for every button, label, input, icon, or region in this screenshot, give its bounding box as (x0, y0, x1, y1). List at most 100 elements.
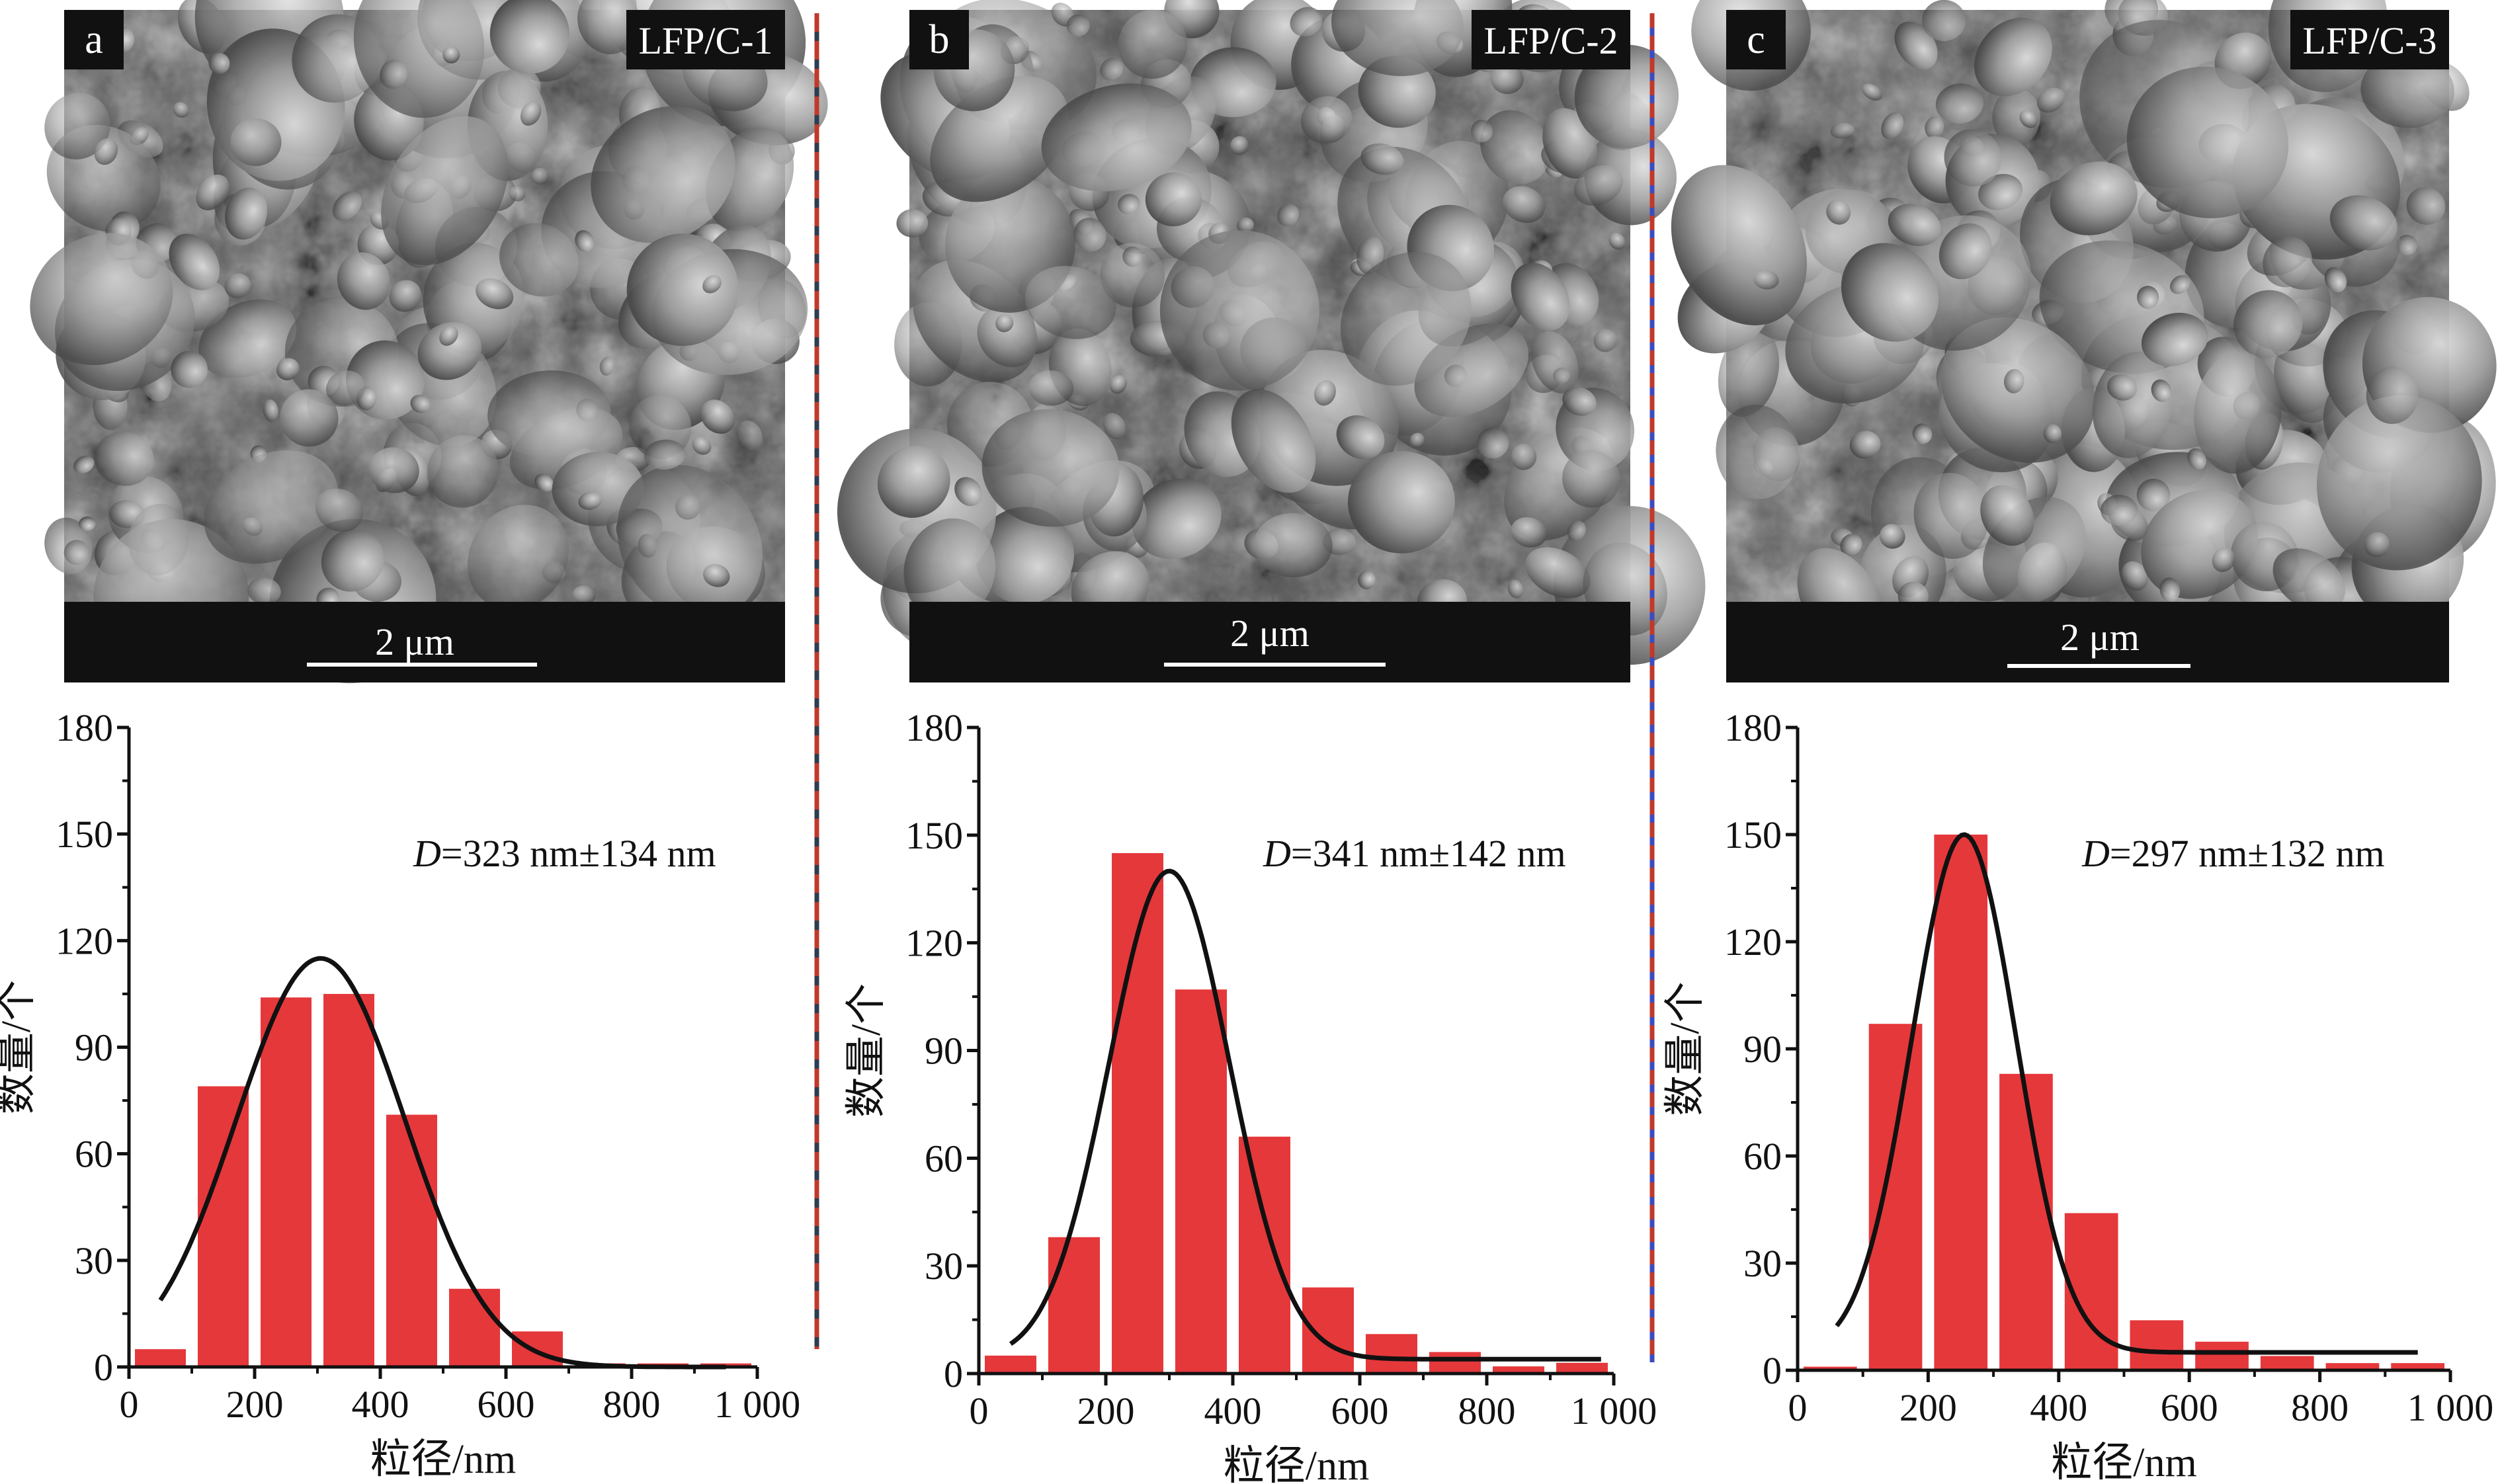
particle (224, 273, 251, 299)
panel-letter: c (1747, 17, 1765, 62)
particle (1879, 524, 1905, 549)
particle (1347, 451, 1455, 554)
x-tick-label: 600 (478, 1383, 535, 1426)
gaussian-fit-curve (1835, 832, 2418, 1355)
particle (1511, 263, 1570, 331)
particle (30, 233, 173, 366)
particle (1237, 217, 1254, 233)
x-tick-label: 0 (120, 1383, 139, 1426)
particle (2121, 561, 2148, 591)
particle (169, 233, 220, 290)
particle (1477, 427, 1509, 459)
particle (977, 306, 1038, 368)
particle (439, 325, 458, 346)
y-tick-label: 150 (56, 813, 113, 856)
y-axis-label: 数量/个 (844, 983, 889, 1118)
particle (1593, 329, 1617, 352)
x-tick-label: 1 000 (714, 1383, 801, 1426)
particle (79, 516, 96, 531)
y-tick-label: 180 (905, 706, 963, 749)
particle (1938, 223, 1992, 280)
particle (1753, 270, 1779, 290)
y-tick-label: 120 (56, 919, 113, 962)
particle (2194, 352, 2282, 474)
particle (572, 585, 596, 604)
particle (1525, 547, 1591, 598)
particle (380, 60, 408, 89)
y-tick-label: 60 (1743, 1135, 1782, 1178)
particle (381, 116, 509, 266)
histogram-bar (1934, 835, 1988, 1370)
particle (534, 474, 554, 493)
y-tick-label: 60 (925, 1137, 963, 1180)
particle (2159, 577, 2180, 602)
particle (276, 358, 300, 381)
particle (2141, 489, 2258, 599)
scale-bar-strip (909, 602, 1630, 682)
particle (2106, 374, 2137, 401)
y-tick-label: 120 (1724, 921, 1782, 964)
particle (2169, 275, 2190, 294)
particle (1254, 513, 1333, 577)
y-tick-label: 0 (944, 1352, 963, 1395)
particle (1922, 0, 1966, 42)
x-axis-label: 粒径/nm (2051, 1440, 2196, 1484)
particle (1826, 199, 1851, 225)
particle (1360, 143, 1404, 175)
particle (410, 394, 431, 413)
y-tick-label: 150 (905, 814, 963, 857)
particle (1562, 450, 1620, 508)
sem-image-b: 2 μm b LFP/C-2 (837, 0, 1706, 682)
scale-bar-label: 2 μm (2060, 616, 2140, 659)
x-tick-label: 400 (2030, 1386, 2087, 1429)
particle (1562, 386, 1597, 416)
particle (1992, 87, 2040, 147)
histogram-bar (2391, 1363, 2444, 1370)
histogram-bar (1804, 1366, 1857, 1370)
histogram-bar (1429, 1352, 1481, 1374)
particle (2324, 267, 2347, 292)
particle (417, 322, 482, 380)
x-tick-label: 200 (1077, 1389, 1135, 1432)
particle (1331, 0, 1464, 77)
particle (1507, 579, 1523, 598)
x-tick-label: 400 (1204, 1389, 1262, 1432)
particle (577, 0, 640, 54)
histogram-bar (386, 1114, 437, 1367)
panel-letter: b (929, 17, 950, 62)
histogram-bar (1868, 1024, 1923, 1370)
particle (442, 46, 460, 63)
particle (981, 409, 1120, 527)
particle (326, 370, 366, 406)
particle (2004, 369, 2024, 393)
particle (198, 299, 297, 378)
particle (703, 563, 730, 587)
particle (321, 528, 384, 592)
particle (626, 233, 739, 347)
y-tick-label: 90 (1743, 1028, 1782, 1071)
particle (208, 53, 230, 75)
particle (1573, 165, 1624, 206)
particle (2043, 424, 2062, 444)
particle (1511, 444, 1537, 470)
x-tick-label: 0 (1788, 1386, 1808, 1429)
particle (2329, 195, 2397, 251)
gaussian-fit-curve (1009, 868, 1601, 1362)
particle (531, 167, 550, 185)
sem-image-c: 2 μm c LFP/C-3 (1671, 0, 2497, 682)
particle (877, 446, 950, 518)
particle (1935, 83, 1984, 124)
particle (427, 435, 499, 508)
particle (2263, 236, 2312, 288)
particle (509, 186, 526, 202)
particle (196, 174, 229, 211)
y-tick-label: 180 (1724, 706, 1782, 749)
particle (1974, 17, 2052, 97)
y-tick-label: 120 (905, 922, 963, 965)
particle (578, 491, 602, 510)
particle (1231, 389, 1316, 493)
particle (1066, 14, 1090, 37)
particle (1358, 571, 1376, 589)
particle (520, 101, 542, 126)
particle (599, 356, 615, 376)
